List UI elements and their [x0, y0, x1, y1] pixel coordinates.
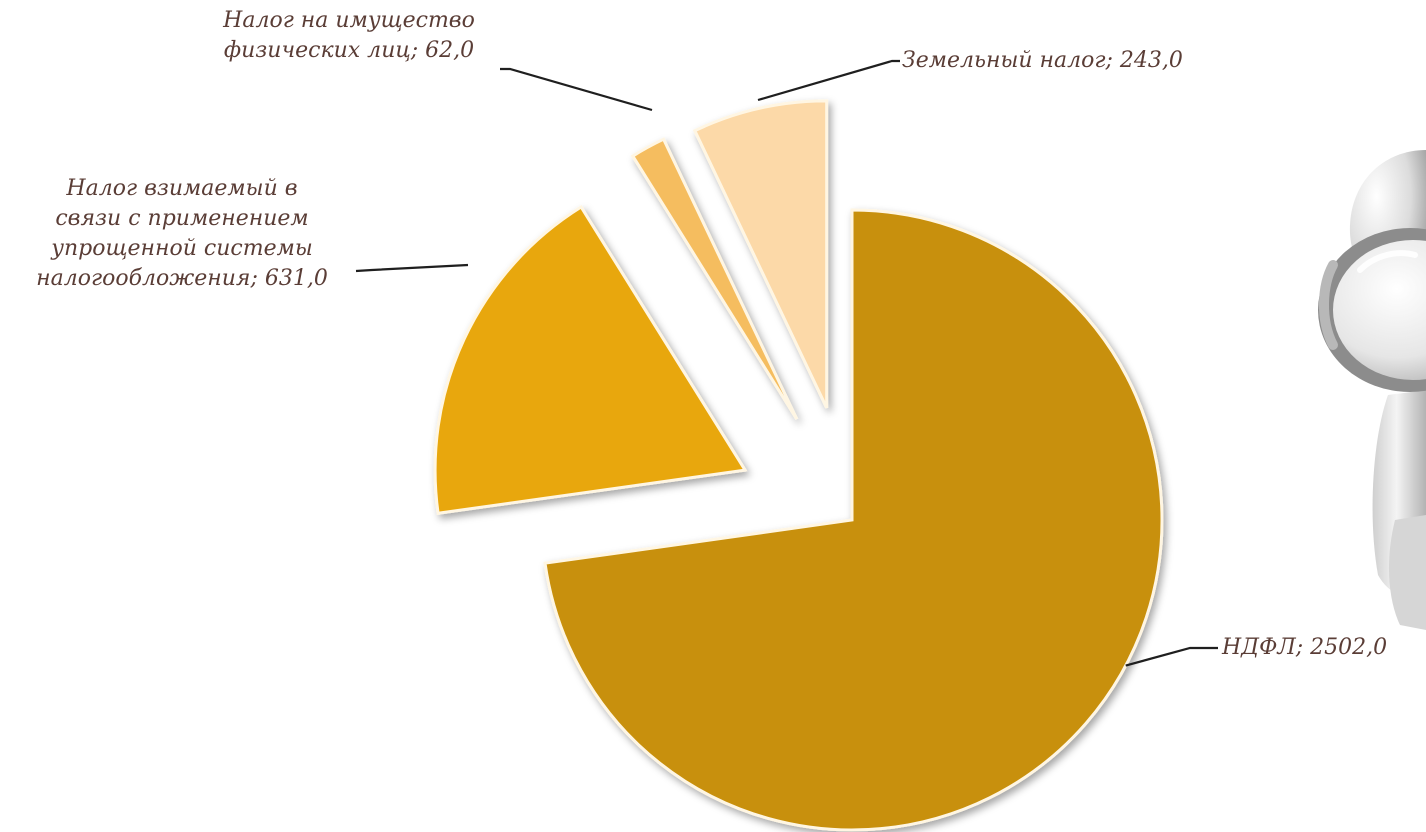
slice-label-usn-line4: налогообложения; 631,0 [36, 266, 328, 291]
slice-label-property: Налог на имущество физических лиц; 62,0 [184, 6, 514, 66]
leader-line-ndfl [1125, 646, 1218, 667]
slice-label-usn-line2: связи с применением [55, 206, 309, 231]
leader-line-usn [355, 263, 469, 273]
magnifier-figure-icon [1318, 150, 1426, 630]
slice-label-property-line2: физических лиц; 62,0 [223, 38, 475, 63]
leader-line-land [757, 59, 900, 102]
pie-slices [433, 99, 1164, 832]
slice-land [692, 99, 829, 409]
leader-lines [355, 59, 1218, 667]
slice-label-ndfl: НДФЛ; 2502,0 [1222, 635, 1388, 660]
slice-label-usn-line3: упрощенной системы [51, 236, 313, 261]
leader-line-property [500, 67, 653, 112]
slice-label-usn: Налог взимаемый в связи с применением уп… [0, 174, 364, 294]
slice-property [630, 137, 799, 420]
slice-usn [433, 204, 748, 515]
slice-label-usn-line1: Налог взимаемый в [66, 176, 298, 201]
slice-label-land: Земельный налог; 243,0 [902, 48, 1183, 73]
slice-ndfl [543, 208, 1164, 832]
slice-label-property-line1: Налог на имущество [223, 8, 475, 33]
